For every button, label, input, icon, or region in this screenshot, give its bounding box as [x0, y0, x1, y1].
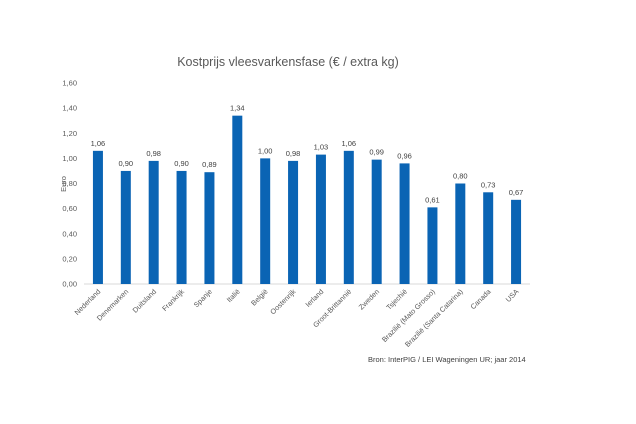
data-label: 1,06 [91, 139, 106, 148]
data-label: 0,80 [453, 172, 468, 181]
x-tick-label: Canada [468, 287, 492, 311]
bar [399, 163, 410, 284]
data-label: 0,61 [425, 195, 440, 204]
data-label: 0,90 [119, 159, 134, 168]
y-tick-label: 1,20 [62, 129, 77, 138]
x-tick-label: Italië [225, 287, 242, 304]
bar [260, 158, 271, 284]
bar [427, 207, 438, 284]
bar-series [92, 115, 522, 284]
x-tick-label: Oostenrijk [268, 287, 298, 317]
bar [288, 160, 299, 284]
bar [120, 170, 131, 284]
x-tick-label: Ierland [303, 287, 325, 309]
data-label: 0,90 [174, 159, 189, 168]
bar [483, 192, 494, 284]
data-label: 1,03 [314, 143, 329, 152]
bar [92, 150, 103, 284]
x-tick-label: België [249, 287, 269, 307]
data-label: 0,98 [286, 149, 301, 158]
y-tick-label: 0,40 [62, 229, 77, 238]
data-label: 0,99 [369, 148, 384, 157]
y-tick-label: 0,20 [62, 254, 77, 263]
y-tick-label: 0,80 [62, 179, 77, 188]
y-tick-label: 0,60 [62, 204, 77, 213]
y-tick-label: 1,40 [62, 104, 77, 113]
data-label: 0,67 [509, 188, 524, 197]
x-tick-label: Zweden [357, 287, 381, 311]
data-label: 0,96 [397, 151, 412, 160]
bar [343, 150, 354, 284]
data-label: 0,98 [146, 149, 161, 158]
y-tick-label: 1,60 [62, 79, 77, 88]
data-labels: 1,06 0,90 0,98 0,90 0,89 1,34 1,00 0,98 1,03 1,06… [91, 104, 524, 205]
bar [176, 170, 187, 284]
source-note: Bron: InterPIG / LEI Wageningen UR; jaar… [368, 355, 526, 364]
bar [511, 199, 522, 284]
bar [232, 115, 243, 284]
data-label: 1,06 [342, 139, 357, 148]
y-tick-label: 1,00 [62, 154, 77, 163]
y-axis: 0,00 0,20 0,40 0,60 0,80 1,00 1,20 1,40 1,60 [62, 79, 77, 289]
y-axis-title: Euro [59, 176, 68, 192]
bar [315, 154, 326, 284]
x-tick-label: Frankrijk [160, 287, 186, 313]
x-tick-label: Spanje [192, 287, 214, 309]
data-label: 0,73 [481, 180, 496, 189]
bar [455, 183, 466, 284]
chart-title: Kostprijs vleesvarkensfase (€ / extra kg… [177, 55, 399, 69]
x-tick-label: Brazilië (Mato Grosso) [380, 287, 437, 344]
bar [204, 172, 215, 284]
x-tick-label: Tsjechië [384, 287, 409, 312]
data-label: 0,89 [202, 160, 217, 169]
bar [148, 160, 159, 284]
data-label: 1,34 [230, 104, 245, 113]
y-tick-label: 0,00 [62, 280, 77, 289]
x-tick-label: USA [504, 287, 521, 304]
data-label: 1,00 [258, 146, 273, 155]
bar [371, 159, 382, 284]
x-tick-label: Duitsland [131, 287, 159, 315]
